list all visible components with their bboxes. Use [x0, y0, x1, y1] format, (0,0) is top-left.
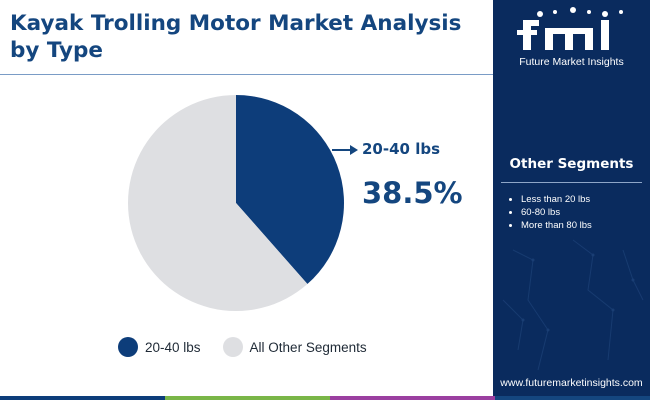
bottom-bar-segment [165, 396, 330, 400]
list-item: Less than 20 lbs [521, 193, 592, 206]
logo-text: Future Market Insights [519, 56, 624, 68]
list-item: 60-80 lbs [521, 206, 592, 219]
pie-chart [127, 95, 358, 311]
pie-slices [127, 95, 344, 311]
website-link[interactable]: www.futuremarketinsights.com [500, 377, 643, 389]
bottom-bar-segment [495, 396, 650, 400]
legend-swatch [222, 337, 243, 357]
other-segments-heading: Other Segments [509, 156, 634, 172]
bottom-bar-segment [0, 396, 165, 400]
heading-divider [501, 182, 642, 183]
callout-value: 38.5% [362, 176, 463, 210]
title-divider [0, 74, 493, 75]
panel-background-pattern [502, 239, 644, 371]
chart-title: Kayak Trolling Motor Market Analysis by … [10, 11, 462, 63]
callout-label: 20-40 lbs [362, 140, 441, 158]
other-segments-list: Less than 20 lbs 60-80 lbs More than 80 … [507, 193, 592, 232]
legend-label: All Other Segments [249, 339, 367, 355]
bottom-color-bar [0, 396, 650, 400]
sidebar-panel: Future Market Insights Other Segments Le… [493, 0, 650, 396]
pie-slice-20-40-lbs [236, 95, 344, 285]
legend-item-all-other-segments: All Other Segments [222, 337, 367, 357]
fmi-logo-icon [517, 7, 623, 50]
legend: 20-40 lbs All Other Segments [118, 337, 389, 357]
legend-item-20-40-lbs: 20-40 lbs [118, 337, 201, 357]
fmi-logo [493, 0, 650, 76]
list-item: More than 80 lbs [521, 219, 592, 232]
legend-label: 20-40 lbs [145, 339, 201, 355]
legend-swatch [118, 337, 138, 357]
pie-slice-all-other-segments [127, 95, 308, 311]
callout-arrow [332, 145, 358, 155]
bottom-bar-segment [330, 396, 495, 400]
